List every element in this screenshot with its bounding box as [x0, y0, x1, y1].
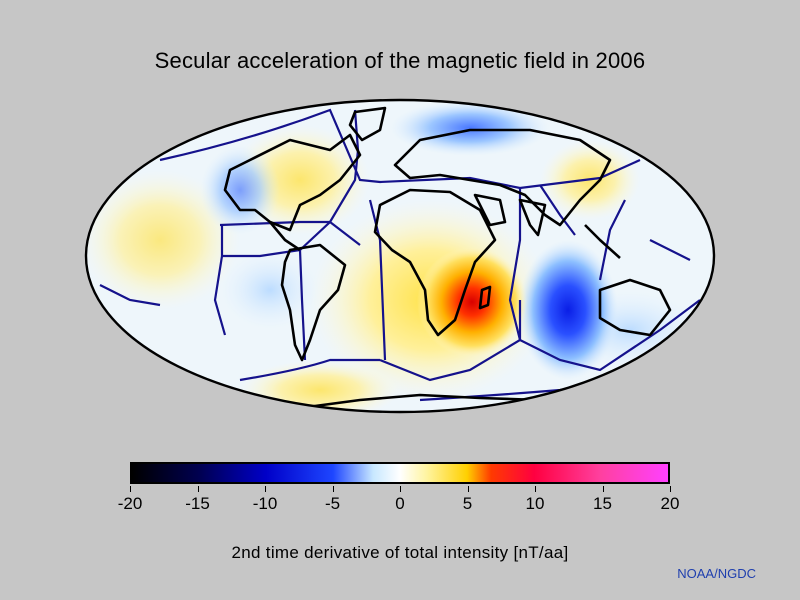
- colorbar-label: 2nd time derivative of total intensity […: [231, 543, 569, 562]
- coast-eurasia: [393, 128, 612, 227]
- colorbar-tick-label: 20: [660, 494, 680, 513]
- colorbar-tick-label: -10: [252, 494, 278, 513]
- coast-madagascar: [478, 285, 492, 310]
- plate-boundaries: [99, 108, 701, 402]
- coast-indonesia: [584, 224, 621, 259]
- colorbar-tick-mark: [535, 486, 536, 492]
- colorbar-tick-mark: [130, 486, 131, 492]
- colorbar-tick-label: -5: [324, 494, 341, 513]
- colorbar: [130, 462, 670, 484]
- coast-south-america: [280, 243, 347, 362]
- blue-anomaly-southamerica: [220, 250, 320, 330]
- colorbar-tick-mark: [467, 486, 469, 492]
- colorbar-tick-label: 0: [395, 494, 405, 513]
- coast-greenland: [348, 106, 387, 142]
- colorbar-tick-label: -15: [185, 494, 210, 513]
- colorbar-tick-mark: [670, 486, 671, 492]
- colorbar-tick-mark: [400, 486, 401, 492]
- colorbar-tick-label: 15: [593, 494, 612, 513]
- colorbar-ticks: -20 -15 -10 -5 0 5 10 15 20: [0, 486, 800, 516]
- coast-north-america: [223, 133, 362, 232]
- colorbar-tick-label: 10: [525, 494, 545, 513]
- colorbar-tick-label: 5: [462, 494, 473, 513]
- credit-text: NOAA/NGDC: [677, 566, 756, 581]
- blue-anomaly-indian-ocean: [518, 240, 618, 380]
- map-title: Secular acceleration of the magnetic fie…: [154, 48, 646, 73]
- colorbar-tick-mark: [197, 486, 199, 492]
- blue-anomaly-north: [390, 100, 550, 156]
- colorbar-tick-mark: [332, 486, 334, 492]
- coast-africa: [373, 188, 497, 337]
- yellow-anomaly-pacific: [86, 170, 240, 310]
- colorbar-tick-mark: [265, 486, 266, 492]
- coast-india: [518, 198, 547, 237]
- map-outline: [84, 98, 716, 414]
- field-map: [86, 100, 714, 412]
- coast-arabia: [473, 193, 507, 227]
- coast-central-america: [269, 221, 301, 252]
- colorbar-tick-label: -20: [117, 494, 143, 513]
- coast-australia: [598, 278, 672, 337]
- colorbar-tick-mark: [602, 486, 604, 492]
